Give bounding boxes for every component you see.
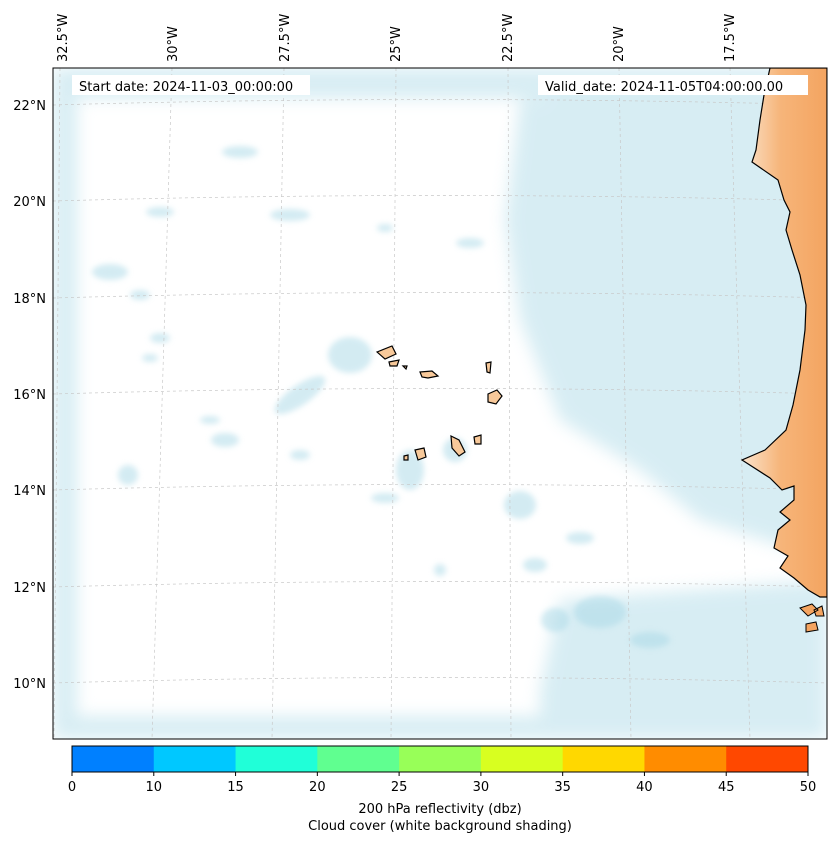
- lat-label: 14°N: [13, 484, 46, 499]
- map-area: Start date: 2024-11-03_00:00:00 Valid_da…: [53, 68, 827, 739]
- colorbar-label-line2: Cloud cover (white background shading): [308, 819, 572, 834]
- colorbar-tick-label: 10: [146, 780, 163, 795]
- lat-line: [53, 388, 827, 395]
- lon-line: [271, 68, 285, 739]
- colorbar-segment: [399, 746, 482, 772]
- colorbar-tick-label: 15: [227, 780, 244, 795]
- colorbar-segment: [726, 746, 809, 772]
- africa-landmass: [740, 68, 827, 598]
- lon-label: 32.5°W: [56, 14, 71, 62]
- graticule: [53, 68, 827, 739]
- lon-line: [390, 68, 397, 739]
- colorbar-ticks: 0 10 15 20 25 30 35 40 45 50: [68, 772, 816, 795]
- lat-line: [53, 292, 827, 299]
- island-boa-vista: [487, 389, 503, 405]
- map-frame: [52, 67, 828, 740]
- lat-label: 12°N: [13, 581, 46, 596]
- lat-label: 22°N: [13, 99, 46, 114]
- lat-line: [53, 677, 827, 684]
- valid-date-box: [538, 75, 808, 95]
- lon-label: 20°W: [612, 26, 627, 62]
- island-santo-antao: [375, 345, 397, 360]
- island-brava: [403, 454, 409, 461]
- colorbar: 0 10 15 20 25 30 35 40 45 50 200 hPa reflectivity…: [68, 745, 816, 834]
- lon-label: 17.5°W: [723, 14, 738, 62]
- island-maio: [473, 434, 482, 445]
- colorbar-tick-label: 45: [718, 780, 735, 795]
- valid-date-label: Valid_date: 2024-11-05T04:00:00.00: [545, 80, 783, 95]
- lon-line: [53, 68, 61, 739]
- colorbar-tick-label: 0: [68, 780, 76, 795]
- lon-line: [507, 68, 512, 739]
- cape-verde-islands: [375, 345, 503, 461]
- colorbar-label-line1: 200 hPa reflectivity (dbz): [358, 802, 521, 817]
- latitude-labels: 22°N 20°N 18°N 16°N 14°N 12°N 10°N: [13, 99, 46, 692]
- colorbar-segment: [644, 746, 727, 772]
- island-sao-vicente: [388, 359, 400, 367]
- start-date-box: [72, 75, 310, 95]
- island-santiago: [450, 434, 466, 457]
- lat-label: 20°N: [13, 195, 46, 210]
- lat-label: 16°N: [13, 388, 46, 403]
- lat-line: [53, 581, 827, 588]
- lon-label: 25°W: [389, 26, 404, 62]
- lon-label: 22.5°W: [501, 14, 516, 62]
- lat-label: 18°N: [13, 292, 46, 307]
- island-fogo: [414, 447, 427, 461]
- colorbar-tick-label: 25: [391, 780, 408, 795]
- colorbar-tick-label: 50: [800, 780, 817, 795]
- colorbar-tick-label: 30: [473, 780, 490, 795]
- lat-label: 10°N: [13, 677, 46, 692]
- colorbar-segment: [562, 746, 645, 772]
- start-date-label: Start date: 2024-11-03_00:00:00: [79, 80, 293, 95]
- colorbar-segment: [72, 746, 155, 772]
- lon-label: 30°W: [166, 26, 181, 62]
- colorbar-frame: [71, 745, 809, 773]
- colorbar-tick-label: 40: [636, 780, 653, 795]
- lon-label: 27.5°W: [278, 14, 293, 62]
- island-sao-nicolau: [419, 370, 440, 379]
- colorbar-segment: [235, 746, 318, 772]
- island-santa-luzia: [401, 365, 408, 371]
- colorbar-tick-label: 35: [554, 780, 571, 795]
- lon-line: [151, 68, 173, 739]
- longitude-labels: 32.5°W 30°W 27.5°W 25°W 22.5°W 20°W 17.5…: [56, 14, 738, 62]
- colorbar-tick-label: 20: [309, 780, 326, 795]
- lat-line: [53, 99, 827, 106]
- colorbar-segments: [72, 746, 809, 772]
- colorbar-segment: [317, 746, 400, 772]
- island-sal: [485, 361, 492, 374]
- lat-line: [53, 484, 827, 491]
- colorbar-segment: [153, 746, 237, 772]
- colorbar-segment: [480, 746, 564, 772]
- bissau-islands: [799, 603, 825, 633]
- lon-line: [618, 68, 632, 739]
- lon-line: [729, 68, 751, 739]
- lat-line: [53, 195, 827, 202]
